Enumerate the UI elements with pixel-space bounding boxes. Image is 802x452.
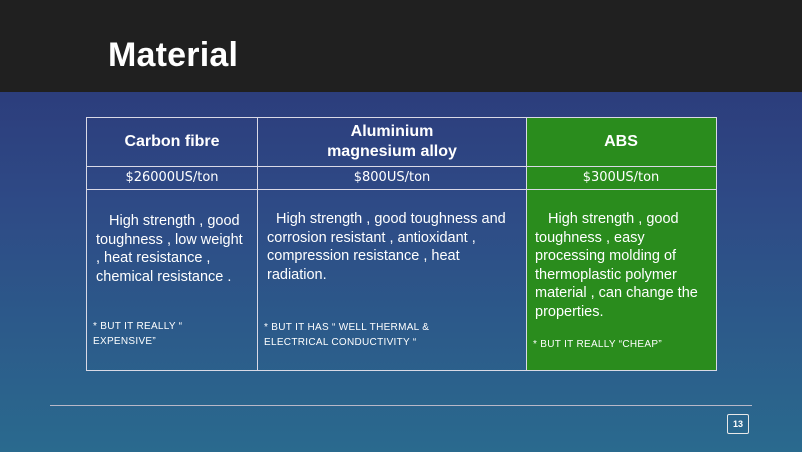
slide-title: Material [108,36,239,74]
header-carbon-fibre-label: Carbon fibre [124,133,220,150]
note-carbon-fibre: * BUT IT REALLY “ EXPENSIVE” [93,321,183,347]
price-carbon-fibre: $26000US/ton [125,170,219,185]
page-number: 13 [727,414,749,434]
header-carbon-fibre: Carbon fibre [87,118,257,166]
description-abs-text: High strength , good toughness , easy pr… [535,211,698,320]
header-abs: ABS [526,118,716,166]
header-aluminium-line1: Aluminium [350,123,434,140]
description-carbon-fibre-text: High strength , good toughness , low wei… [96,213,243,285]
header-aluminium-magnesium-alloy: Aluminium magnesium alloy [258,118,526,166]
abs-column-highlight [526,118,716,370]
material-comparison-table: Carbon fibre $26000US/ton High strength … [86,117,717,371]
description-aluminium-magnesium-alloy: High strength , good toughness and corro… [258,210,526,284]
description-carbon-fibre: High strength , good toughness , low wei… [87,212,257,286]
price-aluminium-magnesium-alloy: $800US/ton [353,170,431,185]
description-aluminium-text: High strength , good toughness and corro… [267,211,506,283]
footer-divider [50,405,752,406]
header-abs-label: ABS [604,133,638,150]
divider-price [87,189,716,190]
note-abs: * BUT IT REALLY “CHEAP” [533,339,662,350]
header-aluminium-line2: magnesium alloy [327,143,457,160]
divider-col-2 [526,118,527,370]
title-bar: Material [0,0,802,92]
divider-header [87,166,716,167]
description-abs: High strength , good toughness , easy pr… [526,210,716,321]
price-abs: $300US/ton [582,170,660,185]
note-aluminium-magnesium-alloy: * BUT IT HAS “ WELL THERMAL & ELECTRICAL… [264,322,430,348]
divider-col-1 [257,118,258,370]
